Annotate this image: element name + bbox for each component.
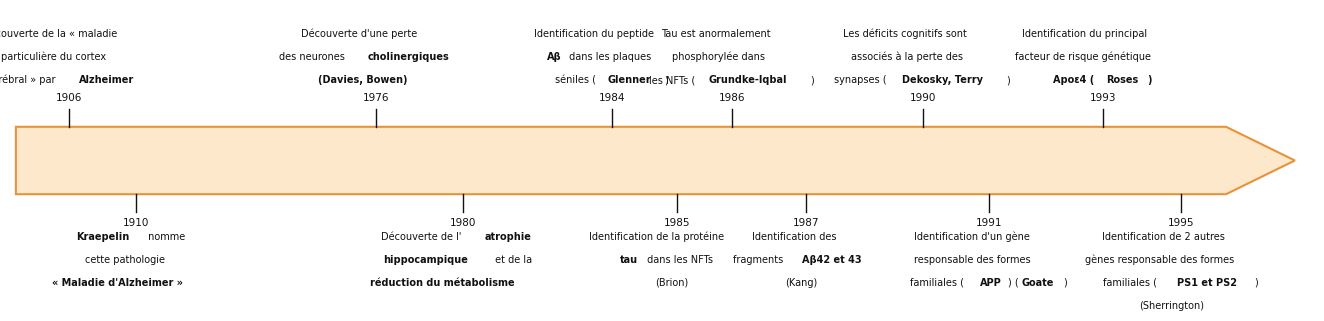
Text: Identification du principal: Identification du principal <box>1022 29 1148 39</box>
Text: Kraepelin: Kraepelin <box>75 232 130 242</box>
Text: associés à la perte des: associés à la perte des <box>850 51 963 62</box>
Text: 1986: 1986 <box>719 93 745 103</box>
Text: Aβ: Aβ <box>547 52 561 62</box>
Text: 1991: 1991 <box>976 218 1002 228</box>
Text: Identification de la protéine: Identification de la protéine <box>589 232 724 242</box>
Text: (Davies, Bowen): (Davies, Bowen) <box>318 75 408 85</box>
Text: 1980: 1980 <box>450 218 477 228</box>
Text: dans les NFTs: dans les NFTs <box>643 255 712 265</box>
Text: et de la: et de la <box>493 255 532 265</box>
Text: Goate: Goate <box>1022 278 1054 288</box>
Text: APP: APP <box>980 278 1001 288</box>
Text: Glenner: Glenner <box>608 75 651 85</box>
Text: ): ) <box>1006 75 1010 85</box>
Text: ): ) <box>1254 278 1258 288</box>
Text: (Sherrington): (Sherrington) <box>1139 301 1204 311</box>
Text: Tau est anormalement: Tau est anormalement <box>662 29 771 39</box>
Text: séniles (: séniles ( <box>555 75 596 85</box>
Text: facteur de risque génétique: facteur de risque génétique <box>1016 51 1151 62</box>
Text: fragments: fragments <box>733 255 786 265</box>
Text: Aβ42 et 43: Aβ42 et 43 <box>802 255 862 265</box>
Text: responsable des formes: responsable des formes <box>914 255 1030 265</box>
Text: particulière du cortex: particulière du cortex <box>1 51 106 62</box>
Text: hippocampique: hippocampique <box>383 255 467 265</box>
Text: (Kang): (Kang) <box>785 278 818 288</box>
Text: familiales (: familiales ( <box>910 278 964 288</box>
Text: cholinergiques: cholinergiques <box>368 52 450 62</box>
Text: Identification d'un gène: Identification d'un gène <box>915 232 1030 242</box>
Text: synapses (: synapses ( <box>834 75 887 85</box>
Text: Apoε4 (: Apoε4 ( <box>1053 75 1094 85</box>
Text: ): ) <box>1063 278 1067 288</box>
Text: des neurones: des neurones <box>279 52 348 62</box>
Text: (Brion): (Brion) <box>655 278 688 288</box>
Text: 1995: 1995 <box>1168 218 1194 228</box>
Text: phosphorylée dans: phosphorylée dans <box>673 51 765 62</box>
Text: 1976: 1976 <box>363 93 389 103</box>
Text: Identification de 2 autres: Identification de 2 autres <box>1102 232 1225 242</box>
Text: Grundke-Iqbal: Grundke-Iqbal <box>708 75 788 85</box>
Text: Dekosky, Terry: Dekosky, Terry <box>902 75 984 85</box>
Text: les NFTs (: les NFTs ( <box>649 75 695 85</box>
Text: ) (: ) ( <box>1008 278 1018 288</box>
Text: dans les plaques: dans les plaques <box>567 52 651 62</box>
Text: 1990: 1990 <box>910 93 936 103</box>
Text: 1993: 1993 <box>1090 93 1116 103</box>
Text: familiales (: familiales ( <box>1103 278 1160 288</box>
Text: 1985: 1985 <box>663 218 690 228</box>
Text: nomme: nomme <box>144 232 185 242</box>
Text: atrophie: atrophie <box>485 232 532 242</box>
Text: Roses: Roses <box>1106 75 1139 85</box>
Polygon shape <box>16 127 1295 194</box>
Text: ): ) <box>1148 75 1152 85</box>
Text: réduction du métabolisme: réduction du métabolisme <box>371 278 515 288</box>
Text: Identification des: Identification des <box>752 232 837 242</box>
Text: PS1 et PS2: PS1 et PS2 <box>1177 278 1237 288</box>
Text: ): ) <box>810 75 814 85</box>
Text: 1910: 1910 <box>123 218 150 228</box>
Text: ): ) <box>663 75 667 85</box>
Text: « Maladie d'Alzheimer »: « Maladie d'Alzheimer » <box>52 278 183 288</box>
Text: cette pathologie: cette pathologie <box>85 255 164 265</box>
Text: gènes responsable des formes: gènes responsable des formes <box>1084 255 1234 265</box>
Text: 1906: 1906 <box>56 93 82 103</box>
Text: Découverte de la « maladie: Découverte de la « maladie <box>0 29 117 39</box>
Text: 1987: 1987 <box>793 218 820 228</box>
Text: cérébral » par: cérébral » par <box>0 74 58 85</box>
Text: Découverte d'une perte: Découverte d'une perte <box>301 28 417 39</box>
Text: Les déficits cognitifs sont: Les déficits cognitifs sont <box>843 28 967 39</box>
Text: Découverte de l': Découverte de l' <box>381 232 462 242</box>
Text: Alzheimer: Alzheimer <box>79 75 135 85</box>
Text: tau: tau <box>621 255 638 265</box>
Text: 1984: 1984 <box>598 93 625 103</box>
Text: Identification du peptide: Identification du peptide <box>535 29 654 39</box>
